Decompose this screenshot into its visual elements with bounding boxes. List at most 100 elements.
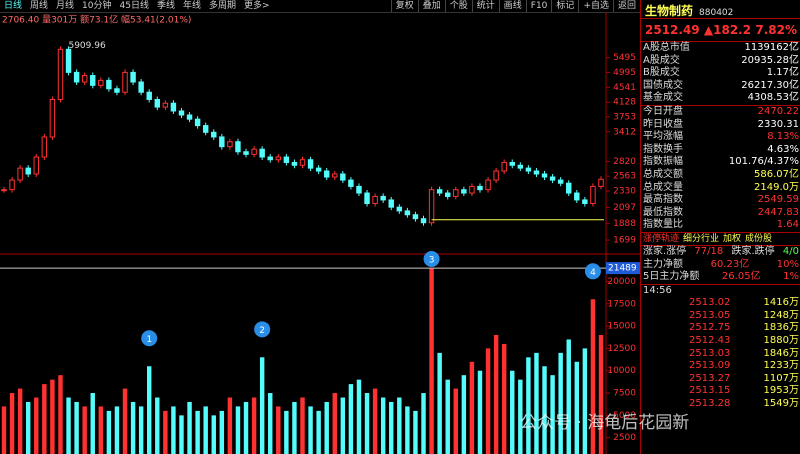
stat-label: 昨日收盘 [643, 118, 683, 130]
volume-bar [340, 397, 346, 454]
volume-bar [90, 393, 95, 454]
stat-label: 指数振幅 [643, 156, 683, 168]
y-tick-label: 4995 [613, 68, 636, 78]
marker [584, 263, 601, 280]
stat-label: 国债成交 [643, 79, 683, 91]
stats: A股总市值 1139162亿 A股成交 20935.28亿 B股成交 1.17亿 国债成交 2… [641, 41, 800, 232]
toolbar-button[interactable]: 统计 [471, 0, 499, 12]
volume-bar [195, 410, 200, 454]
volume-bar [163, 410, 168, 454]
candle [41, 136, 48, 158]
v-tick-label: 15000 [607, 322, 636, 332]
tick-row: 2512.75 1836万 [641, 322, 800, 335]
candle [194, 118, 201, 127]
period-tab[interactable]: 45日线 [119, 1, 149, 11]
candle [9, 179, 15, 191]
candle [444, 192, 451, 197]
stat-row: 基金成交 4308.53亿 [641, 92, 800, 105]
toolbar-button[interactable]: +自选 [578, 0, 613, 12]
security-name: 生物制药 [645, 4, 694, 18]
stat-value: 2149.0万 [754, 181, 799, 193]
stat-label: A股成交 [643, 54, 680, 66]
candle [388, 199, 394, 208]
stat-value: 20935.28亿 [741, 54, 799, 66]
marker-label: 3 [429, 256, 435, 266]
volume-bar [324, 401, 329, 454]
period-tab[interactable]: 更多> [244, 1, 270, 11]
volume-bar [461, 375, 467, 454]
volume-bar [372, 388, 378, 454]
candle [469, 185, 475, 194]
volume-flag [606, 262, 640, 275]
candle [49, 98, 56, 138]
period-tab[interactable]: 10分钟 [82, 1, 112, 11]
toolbar-button[interactable]: 返回 [612, 0, 640, 12]
candle [477, 185, 483, 191]
volume-bar [251, 397, 257, 454]
flow-row: 5日主力净额 26.05亿 1% [641, 271, 800, 284]
volume-bar [413, 410, 418, 454]
tick-row: 2512.43 1880万 [641, 335, 800, 348]
volume-bar [445, 379, 450, 454]
volume-bar [590, 299, 596, 454]
candle [332, 173, 338, 178]
volume-bar [429, 268, 434, 454]
period-tab[interactable]: 多周期 [208, 1, 236, 11]
toolbar-button[interactable]: F10 [525, 0, 552, 12]
breadth-value: 4/0 [782, 245, 799, 257]
period-tab[interactable]: 日线 [4, 1, 23, 11]
candle [598, 178, 604, 187]
volume-bar [518, 379, 523, 454]
period-tab[interactable]: 季线 [156, 1, 175, 11]
volume-bar [259, 357, 265, 454]
candle [275, 156, 282, 161]
stat-row: 指数换手 4.63% [641, 144, 800, 157]
volume-bar [284, 410, 289, 454]
stat-row: A股成交 20935.28亿 [641, 55, 800, 68]
volume-bar [276, 406, 281, 454]
candle [90, 75, 96, 86]
candle [211, 131, 217, 138]
stat-label: 今日开盘 [643, 105, 683, 117]
period-tab[interactable]: 周线 [30, 1, 49, 11]
volume-bar [82, 406, 87, 454]
candle [25, 167, 31, 175]
volume-bar [558, 352, 563, 454]
y-tick-label: 5495 [613, 53, 636, 63]
y-tick-label: 3412 [613, 127, 636, 137]
toolbar-button[interactable]: 叠加 [417, 0, 445, 12]
toolbar-button[interactable]: 画线 [498, 0, 526, 12]
candle [227, 141, 233, 148]
panel-tab[interactable]: 涨停轨迹 [643, 233, 680, 244]
candle [493, 170, 499, 181]
candle [348, 179, 354, 187]
candle [65, 48, 72, 73]
toolbar-button[interactable]: 标记 [551, 0, 578, 12]
period-tab[interactable]: 月线 [56, 1, 75, 11]
time-row: 14:56 [641, 283, 800, 298]
period-tab[interactable]: 年线 [182, 1, 201, 11]
panel-tab[interactable]: 细分行业 [683, 233, 720, 244]
panel-tab[interactable]: 成份股 [745, 233, 773, 244]
v-tick-label: 2500 [613, 433, 636, 443]
tick-price: 2512.75 [689, 322, 731, 334]
stat-value: 586.07亿 [754, 168, 799, 180]
candle [219, 136, 225, 148]
y-tick-label: 2330 [613, 187, 636, 197]
candle [436, 189, 443, 194]
security-code: 880402 [699, 8, 734, 18]
stat-row: 平均涨幅 8.13% [641, 131, 800, 144]
tick-volume: 1233万 [763, 360, 799, 372]
candle [372, 195, 378, 205]
candle [485, 179, 491, 191]
panel-tab[interactable]: 加权 [723, 233, 742, 244]
toolbar: 日线 周线 月线 10分钟 45日线 季线 年线 多周期 更多> 复权 叠加 个股 统计 画线 F10 标记 +… [0, 0, 640, 13]
candle [404, 210, 411, 216]
toolbar-button[interactable]: 复权 [390, 0, 418, 12]
candle [235, 141, 241, 153]
volume-bar [526, 357, 531, 454]
volume-bar [17, 388, 23, 454]
candle [461, 189, 467, 194]
title-row: 生物制药 880402 [641, 0, 800, 18]
toolbar-button[interactable]: 个股 [444, 0, 472, 12]
